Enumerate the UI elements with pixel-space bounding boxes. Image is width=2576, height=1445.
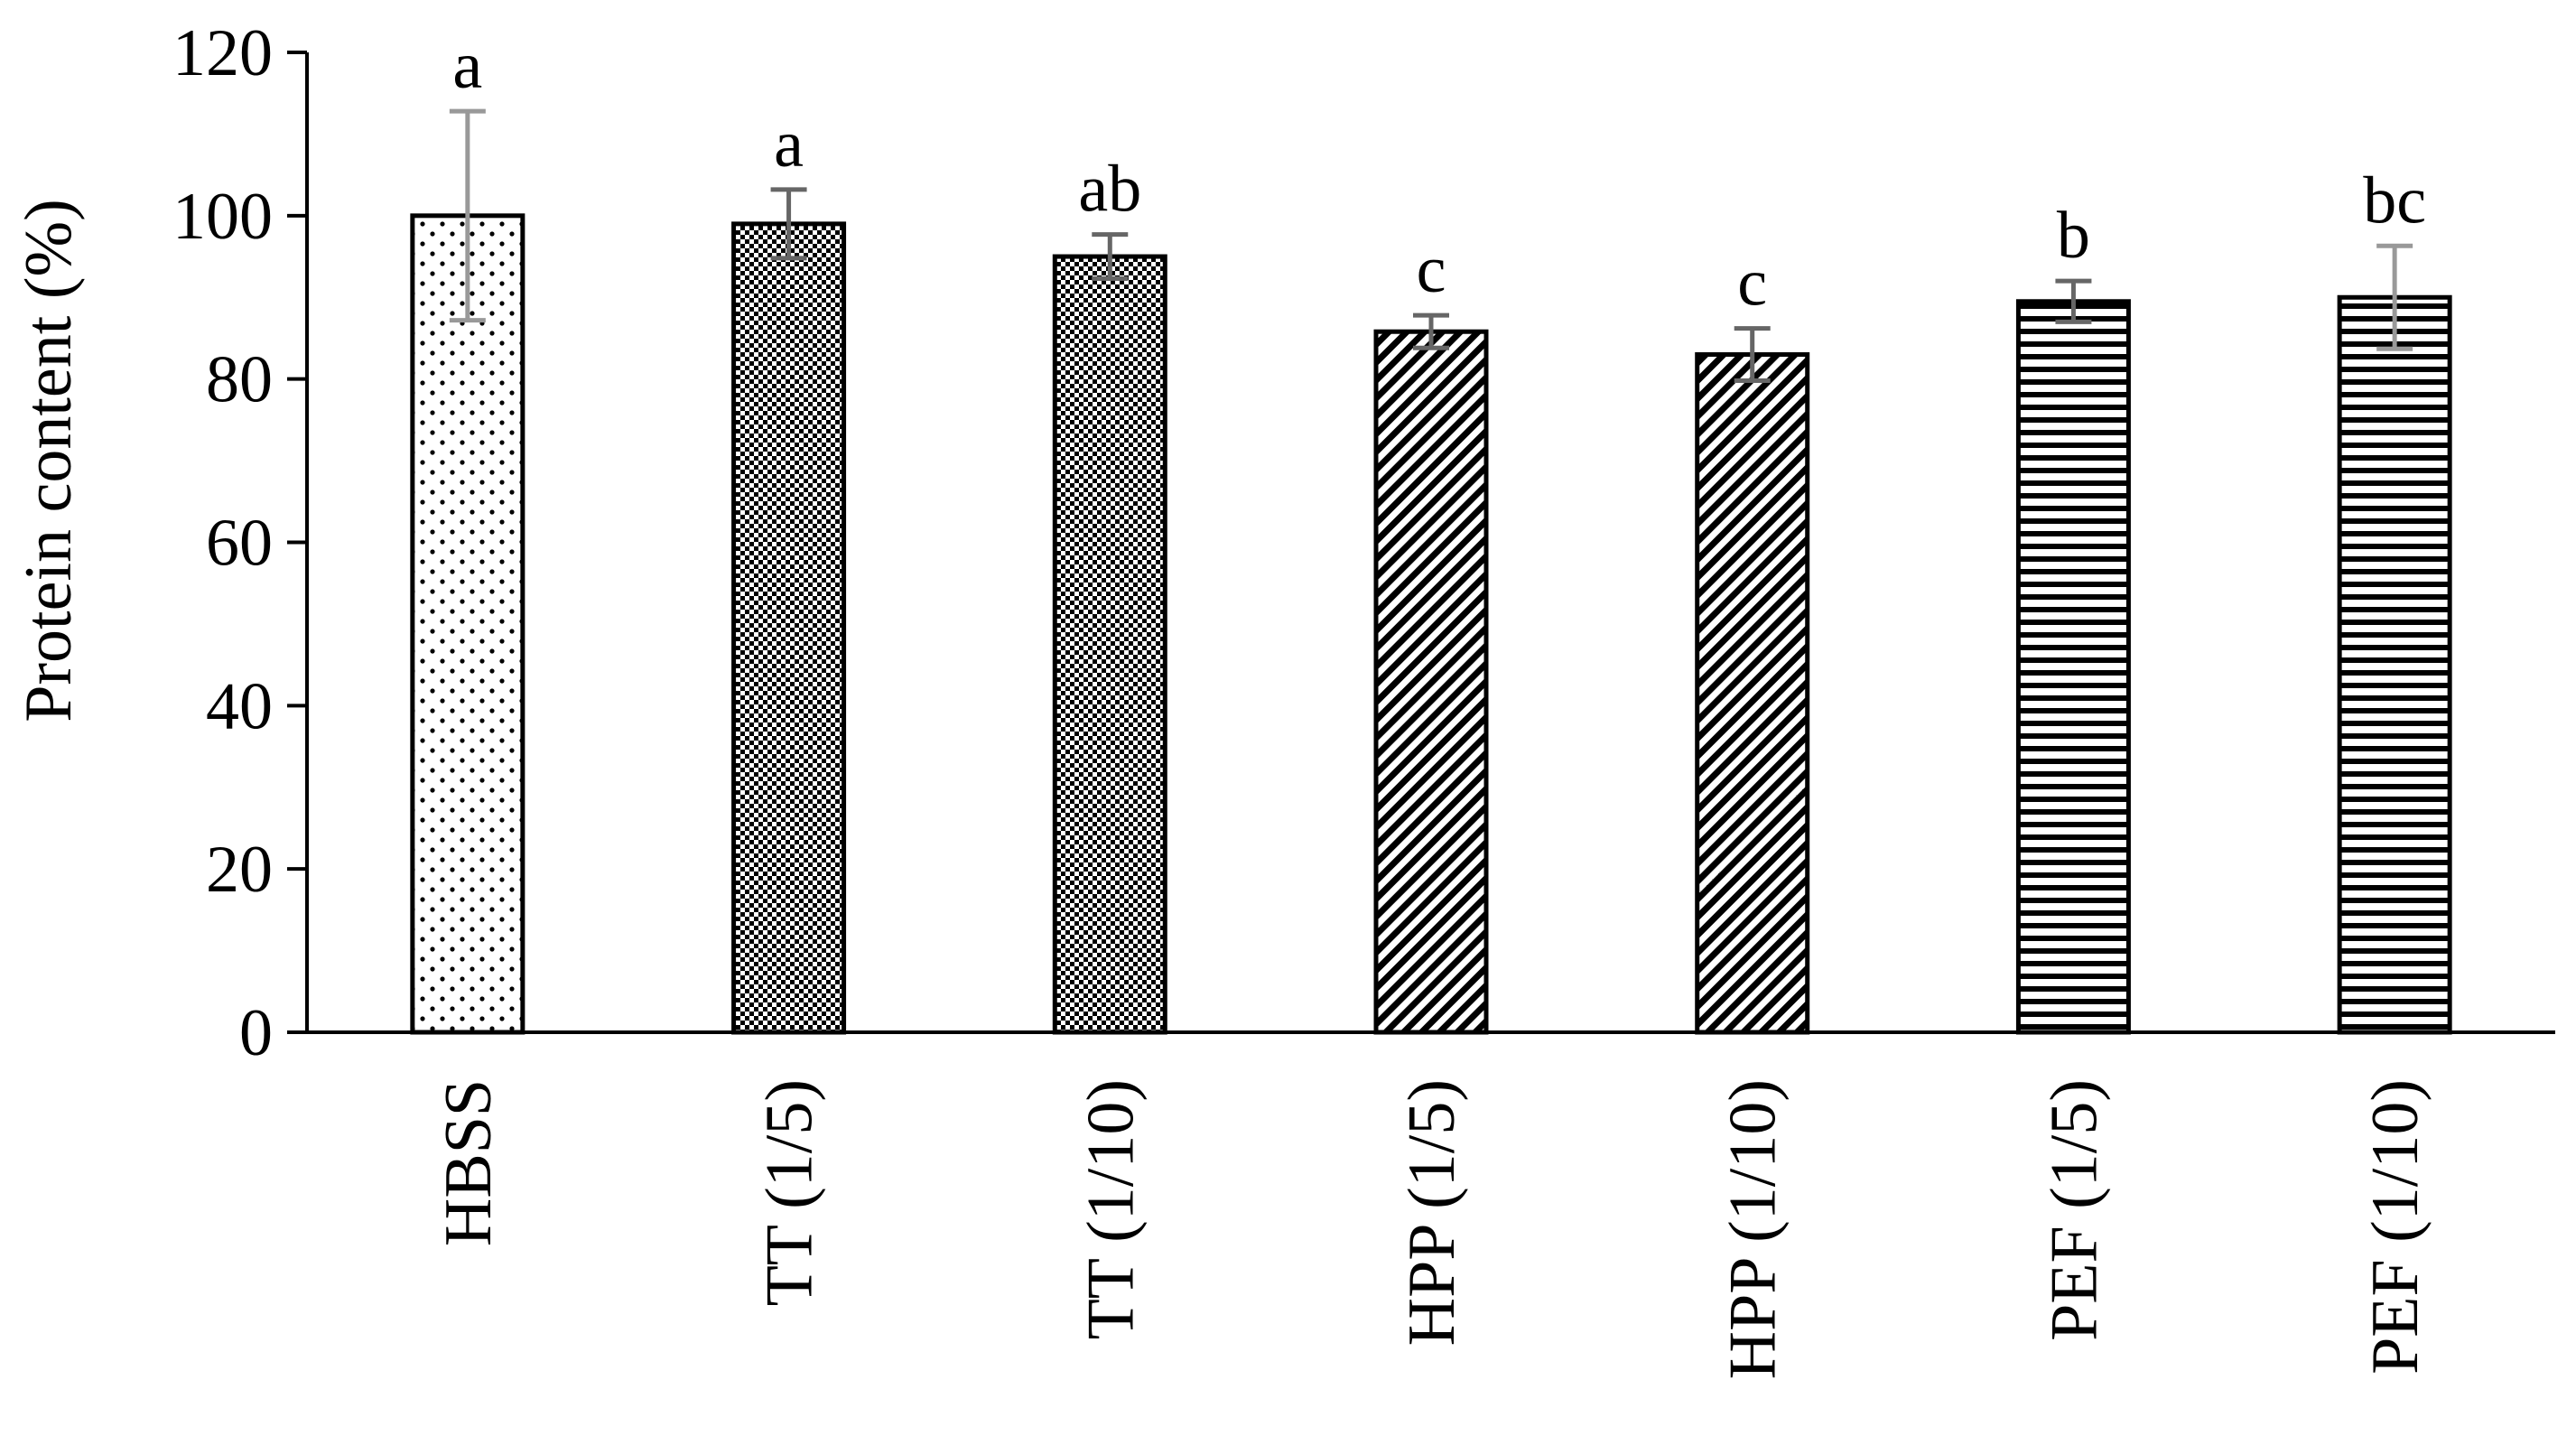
bar-6 — [2337, 294, 2452, 1035]
bar-5 — [2015, 299, 2131, 1035]
y-tick-label: 20 — [206, 833, 273, 907]
y-axis-title: Protein content (%) — [12, 199, 86, 722]
y-tick-label: 120 — [172, 16, 273, 90]
bar-4 — [1695, 352, 1810, 1035]
error-bar-3 — [1413, 312, 1449, 350]
significance-label-2: ab — [1078, 153, 1141, 227]
significance-label-0: a — [452, 29, 482, 103]
bar-1 — [731, 221, 847, 1035]
significance-label-5: b — [2057, 199, 2090, 273]
category-label-5: PEF (1/5) — [2037, 1079, 2111, 1341]
y-tick-label: 60 — [206, 507, 273, 581]
significance-label-3: c — [1417, 233, 1446, 307]
error-bar-2 — [1092, 232, 1129, 281]
category-label-6: PEF (1/10) — [2358, 1079, 2432, 1375]
category-label-2: TT (1/10) — [1074, 1079, 1148, 1339]
bars-group — [410, 213, 2452, 1035]
significance-labels: a a ab c c b bc — [452, 29, 2426, 321]
error-bars-group — [449, 108, 2413, 383]
y-tick-label: 0 — [239, 996, 273, 1070]
error-bar-0 — [449, 108, 486, 323]
bar-3 — [1373, 329, 1489, 1035]
error-bar-1 — [770, 187, 807, 261]
category-label-4: HPP (1/10) — [1716, 1079, 1790, 1379]
error-bar-6 — [2376, 243, 2413, 351]
significance-label-4: c — [1737, 247, 1767, 321]
significance-label-1: a — [774, 107, 804, 182]
error-bar-5 — [2055, 278, 2092, 324]
y-axis: 0 20 40 60 80 100 120 — [172, 16, 307, 1070]
x-axis-category-labels: HBSS TT (1/5) TT (1/10) HPP (1/5) HPP (1/10)… — [432, 1079, 2432, 1379]
category-label-1: TT (1/5) — [753, 1079, 827, 1306]
category-label-0: HBSS — [432, 1079, 506, 1246]
category-label-3: HPP (1/5) — [1395, 1079, 1469, 1346]
error-bar-4 — [1734, 326, 1771, 383]
y-tick-label: 100 — [172, 180, 273, 254]
bar-2 — [1052, 254, 1167, 1035]
significance-label-6: bc — [2363, 163, 2426, 238]
y-tick-label: 40 — [206, 669, 273, 743]
bar-0 — [410, 213, 525, 1035]
y-tick-label: 80 — [206, 343, 273, 417]
